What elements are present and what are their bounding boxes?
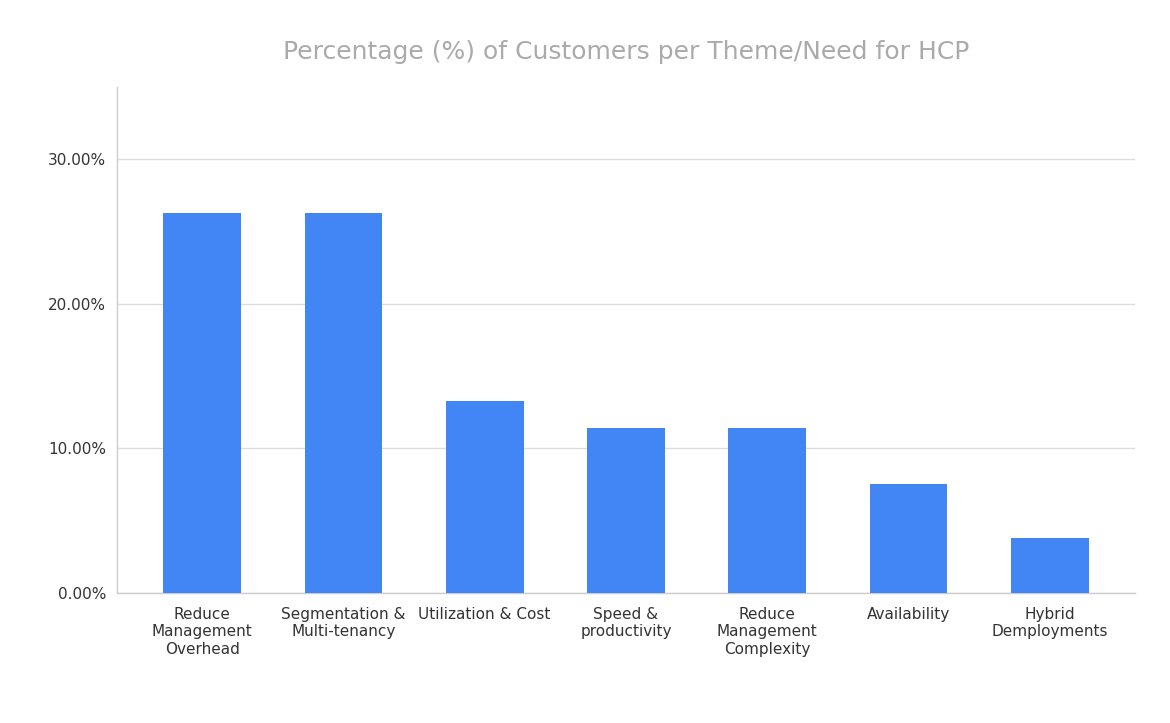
Title: Percentage (%) of Customers per Theme/Need for HCP: Percentage (%) of Customers per Theme/Ne… bbox=[283, 40, 969, 64]
Bar bbox=[164, 213, 241, 593]
Bar bbox=[869, 484, 948, 593]
Bar bbox=[446, 401, 523, 593]
Bar bbox=[587, 428, 665, 593]
Bar bbox=[304, 213, 383, 593]
Bar bbox=[1011, 538, 1088, 593]
Bar bbox=[729, 428, 806, 593]
